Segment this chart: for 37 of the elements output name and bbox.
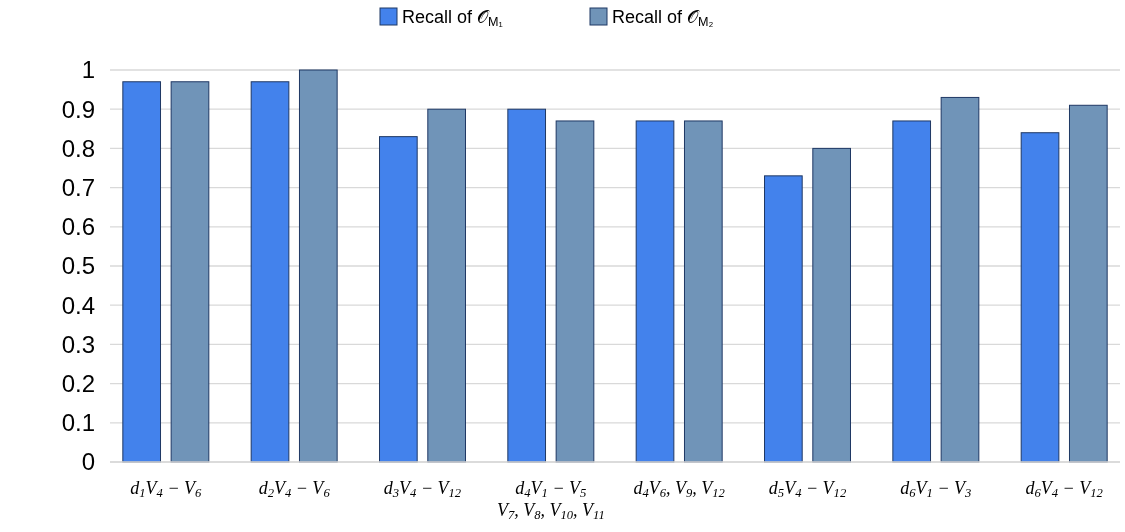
y-tick-label: 0.2 bbox=[61, 370, 95, 397]
x-tick-label: d$_{3}$V$_{4}$ − V$_{12}$ bbox=[383, 478, 462, 501]
y-tick-label: 0.8 bbox=[61, 134, 95, 162]
x-tick-label: d$_{6}$V$_{1}$ − V$_{3}$ bbox=[900, 478, 972, 501]
y-tick-label: 0.3 bbox=[61, 330, 95, 358]
bar bbox=[764, 175, 803, 463]
x-tick-label: d$_{1}$V$_{4}$ − V$_{6}$ bbox=[130, 478, 203, 501]
legend-label: Recall of 𝒪$_{M₁}$ bbox=[402, 7, 503, 30]
y-tick-label: 0.5 bbox=[61, 252, 95, 280]
y-tick-label: 0 bbox=[81, 448, 95, 476]
bar bbox=[683, 120, 723, 463]
bar bbox=[379, 136, 418, 463]
bar bbox=[170, 81, 210, 463]
bar bbox=[507, 108, 547, 463]
x-tick-label: d$_{2}$V$_{4}$ − V$_{6}$ bbox=[258, 478, 331, 501]
y-tick-label: 0.9 bbox=[61, 95, 95, 123]
bar bbox=[427, 108, 466, 463]
bar bbox=[122, 81, 162, 463]
bar bbox=[812, 147, 851, 463]
bar bbox=[892, 120, 932, 463]
bar bbox=[250, 81, 290, 463]
x-tick-label: d$_{4}$V$_{6}$, V$_{9}$, V$_{12}$ bbox=[633, 478, 726, 501]
bar bbox=[1020, 132, 1060, 463]
y-tick-label: 0.7 bbox=[61, 174, 95, 201]
y-tick-label: 0.4 bbox=[61, 291, 95, 319]
y-tick-label: 1 bbox=[81, 56, 95, 84]
legend-label: Recall of 𝒪$_{M₂}$ bbox=[612, 7, 714, 30]
bar bbox=[298, 69, 338, 463]
bar bbox=[555, 120, 595, 463]
x-tick-label: d$_{6}$V$_{4}$ − V$_{12}$ bbox=[1025, 478, 1104, 501]
y-tick-label: 0.1 bbox=[61, 409, 95, 437]
bar bbox=[940, 96, 980, 463]
bar bbox=[635, 120, 675, 463]
bar bbox=[1068, 104, 1108, 463]
y-tick-label: 0.6 bbox=[61, 213, 95, 241]
category-label: d$_{4}$V$_{1}$ − V$_{5}$ V$_{7}$, V$_{8}$, V$_{10}$, V$_{11}$ bbox=[496, 478, 605, 523]
x-tick-label: d$_{5}$V$_{4}$ − V$_{12}$ bbox=[768, 478, 847, 501]
